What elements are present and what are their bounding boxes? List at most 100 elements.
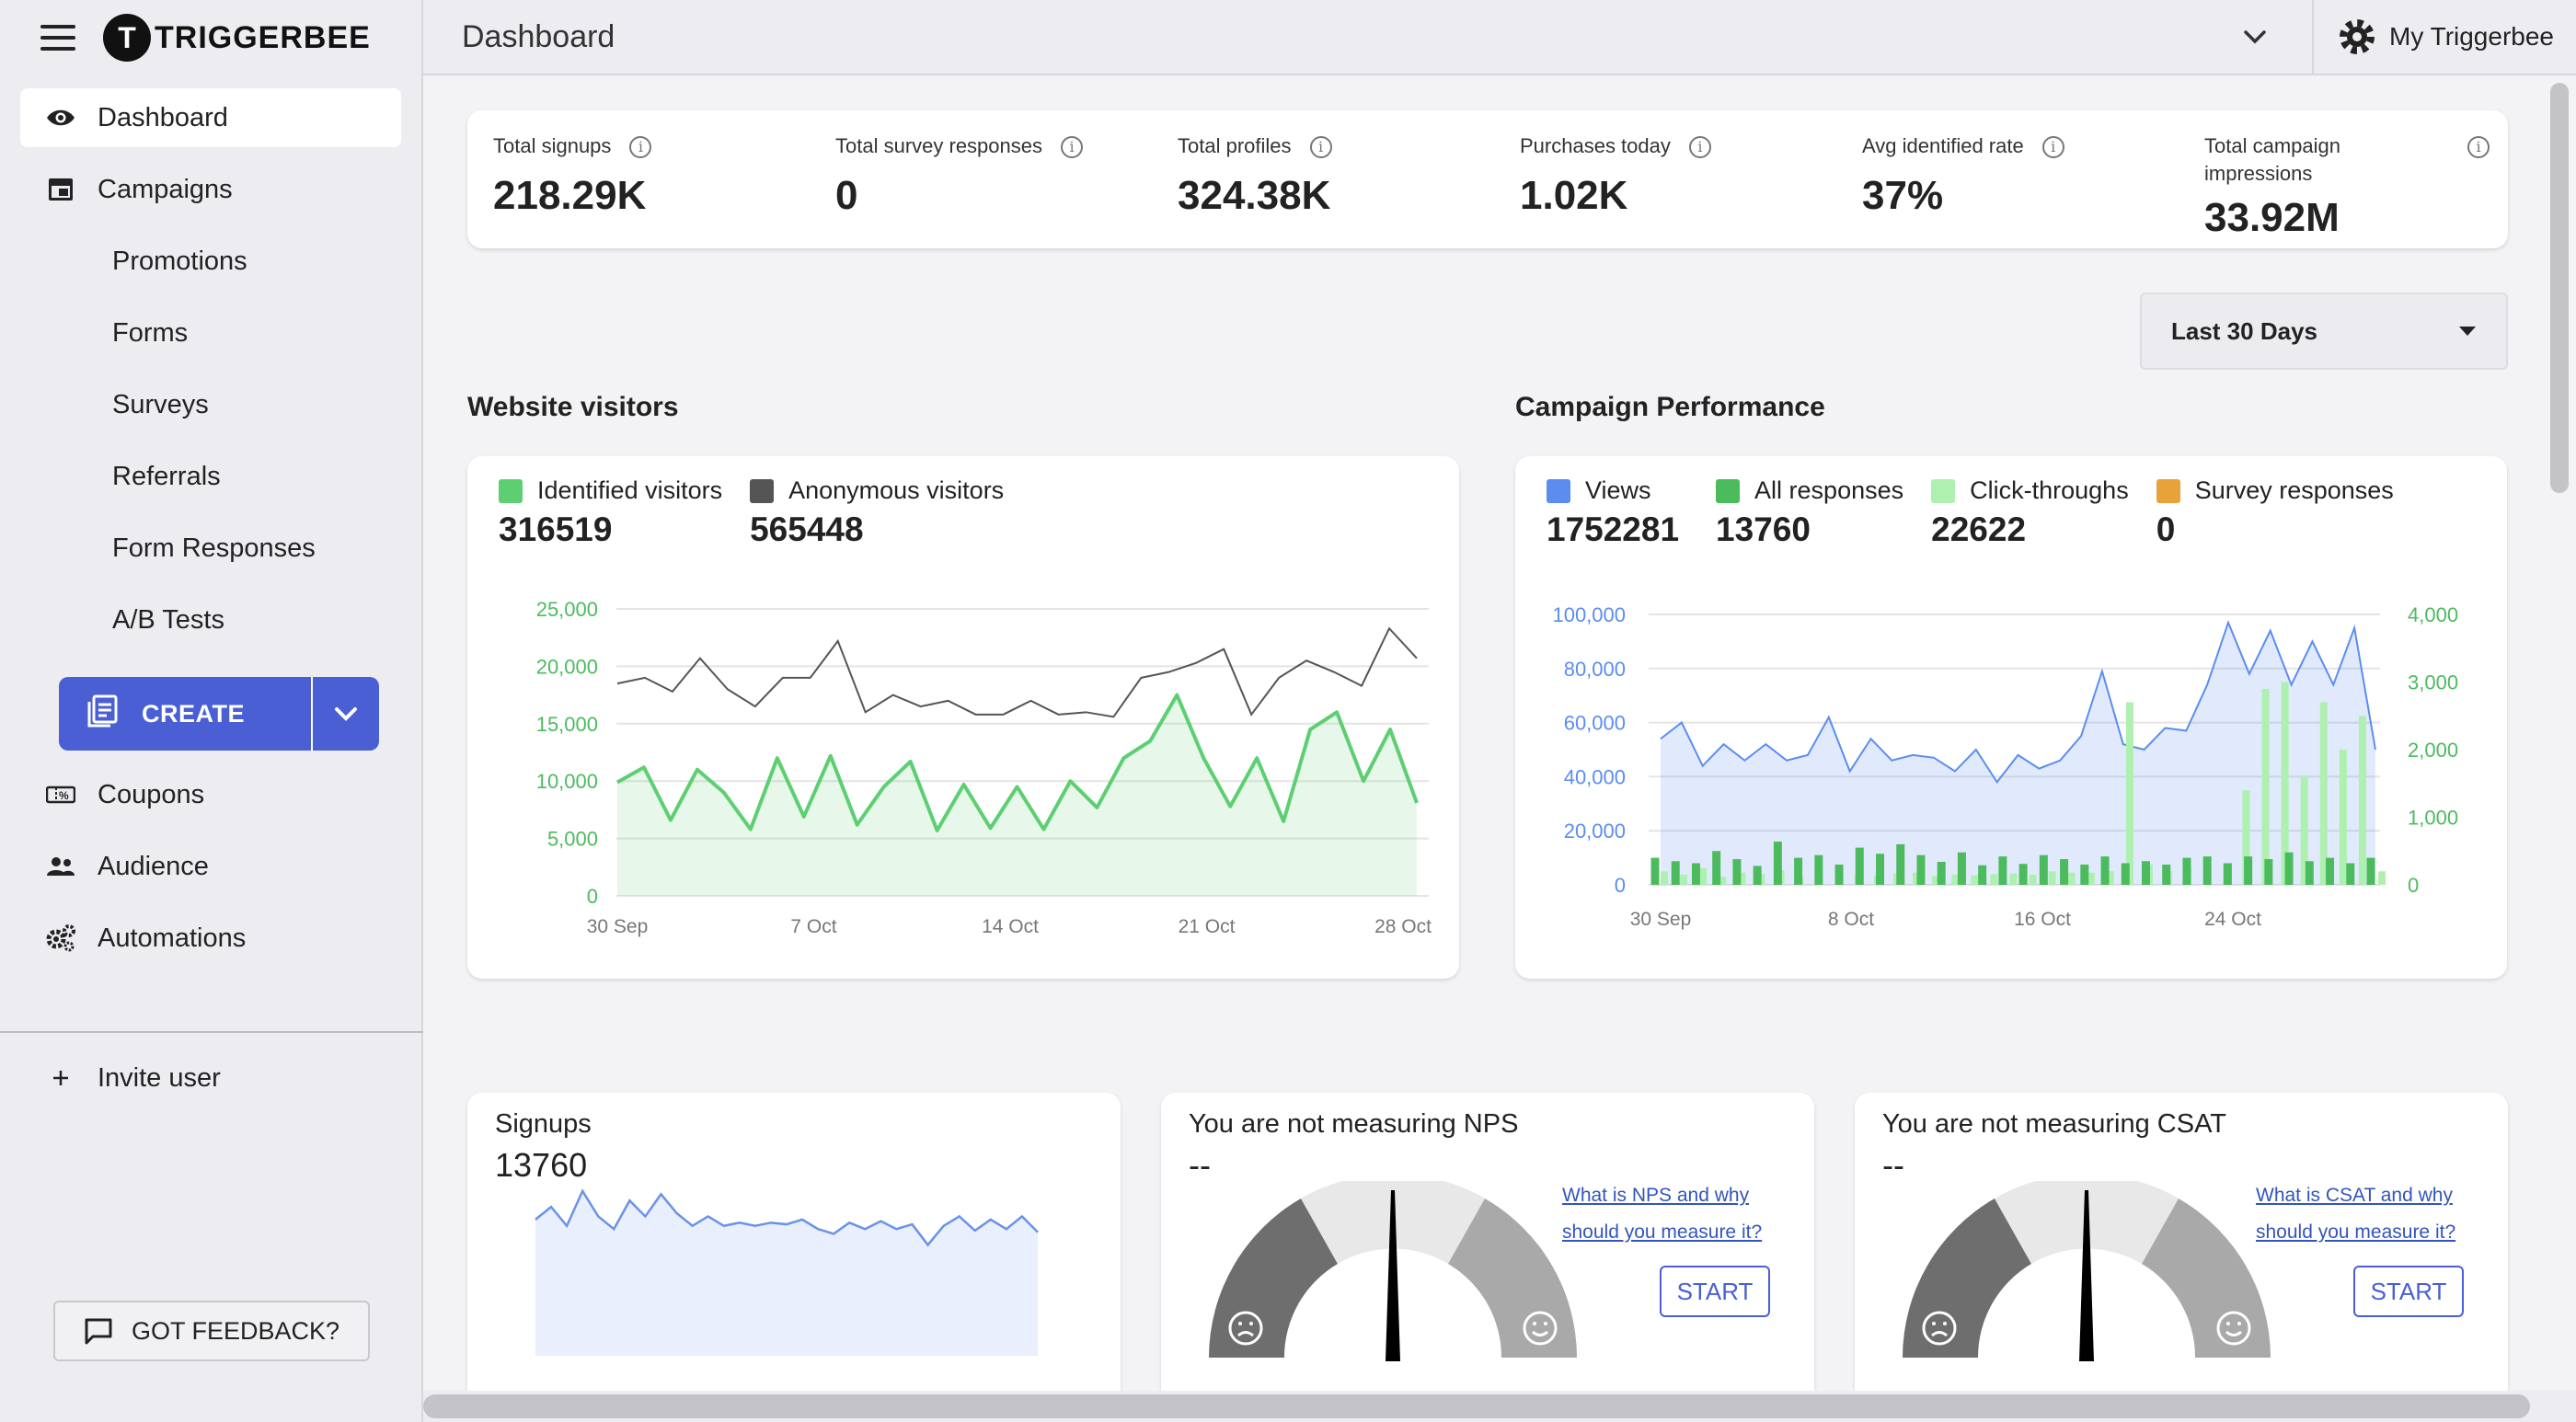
- legend-value: 13760: [1716, 510, 1811, 548]
- logo-bar: T TRIGGERBEE: [0, 0, 421, 75]
- click-through-bar: [2358, 716, 2366, 885]
- info-icon[interactable]: i: [1061, 136, 1083, 158]
- kpi-value: 0: [835, 173, 858, 218]
- click-through-bar: [1699, 867, 1708, 885]
- legend-swatch: [499, 478, 523, 503]
- sidebar-item-ab-tests[interactable]: A/B Tests: [20, 591, 401, 649]
- click-through-bar: [2319, 702, 2328, 885]
- sidebar-item-automations[interactable]: Automations: [20, 909, 401, 968]
- date-range-value: Last 30 Days: [2171, 316, 2317, 345]
- click-through-bar: [1680, 874, 1688, 885]
- y-tick-label: 20,000: [536, 655, 598, 678]
- click-through-bar: [2087, 872, 2095, 885]
- click-through-bar: [2261, 688, 2270, 885]
- sidebar-item-coupons[interactable]: % Coupons: [20, 765, 401, 824]
- csat-value: --: [1882, 1146, 1904, 1184]
- csat-start-button[interactable]: START: [2353, 1266, 2464, 1317]
- legend-views[interactable]: Views 1752281: [1547, 476, 1679, 549]
- legend-all-responses[interactable]: All responses 13760: [1716, 476, 1903, 549]
- kpi-value: 324.38K: [1178, 173, 1331, 218]
- kpi-label: Purchases today: [1520, 134, 1671, 157]
- legend-click-throughs[interactable]: Click-throughs 22622: [1931, 476, 2129, 549]
- kpi-label: Avg identified rate: [1862, 134, 2024, 157]
- signups-line: [535, 1188, 1039, 1247]
- sidebar-item-form-responses[interactable]: Form Responses: [20, 519, 401, 578]
- page-title: Dashboard: [462, 18, 615, 54]
- info-icon[interactable]: i: [2467, 136, 2490, 158]
- nps-value: --: [1189, 1146, 1211, 1184]
- click-through-bar: [2242, 790, 2250, 885]
- title-dropdown-button[interactable]: [2218, 0, 2292, 75]
- sidebar-item-invite-user[interactable]: Invite user: [20, 1049, 401, 1107]
- sidebar-item-forms[interactable]: Forms: [20, 304, 401, 362]
- y-left-tick-label: 80,000: [1564, 658, 1626, 681]
- chevron-down-icon: [335, 707, 357, 721]
- sidebar-item-label: Campaigns: [98, 174, 233, 204]
- all-responses-bar: [2366, 857, 2375, 885]
- kpi-label: Total profiles: [1178, 134, 1292, 157]
- all-responses-bar: [2326, 857, 2335, 885]
- csat-help-link[interactable]: What is CSAT and why should you measure i…: [2256, 1177, 2455, 1251]
- signups-area: [535, 1190, 1038, 1356]
- create-document-icon: [86, 694, 118, 734]
- campaign-performance-title: Campaign Performance: [1515, 392, 1825, 422]
- sidebar-item-dashboard[interactable]: Dashboard: [20, 88, 401, 147]
- info-icon[interactable]: i: [2041, 136, 2064, 158]
- info-icon[interactable]: i: [629, 136, 652, 158]
- horizontal-scrollbar[interactable]: [423, 1394, 2530, 1418]
- legend-label: Views: [1585, 476, 1651, 504]
- sidebar-item-surveys[interactable]: Surveys: [20, 375, 401, 434]
- legend-survey-responses[interactable]: Survey responses 0: [2156, 476, 2394, 549]
- click-through-bar: [1971, 875, 1979, 885]
- views-line: [1660, 619, 2376, 785]
- hamburger-menu-icon[interactable]: [40, 25, 75, 51]
- people-icon: [44, 850, 77, 883]
- sidebar-item-referrals[interactable]: Referrals: [20, 447, 401, 506]
- legend-identified-visitors[interactable]: Identified visitors 316519: [499, 476, 722, 549]
- kpi-label: Total survey responses: [835, 134, 1042, 157]
- signups-sparkline: [535, 1188, 1039, 1356]
- website-visitors-card: Identified visitors 316519 Anonymous vis…: [467, 456, 1459, 979]
- all-responses-bar: [1937, 862, 1946, 885]
- all-responses-bar: [2346, 863, 2355, 885]
- click-through-bar: [1913, 872, 1921, 885]
- create-button[interactable]: CREATE: [59, 677, 313, 751]
- sidebar-item-label: Forms: [112, 317, 189, 348]
- y-right-tick-label: 4,000: [2408, 603, 2458, 626]
- all-responses-bar: [1794, 857, 1803, 885]
- y-right-tick-label: 3,000: [2408, 671, 2458, 694]
- all-responses-bar: [1773, 841, 1782, 885]
- legend-anonymous-visitors[interactable]: Anonymous visitors 565448: [750, 476, 1004, 549]
- sidebar-item-audience[interactable]: Audience: [20, 837, 401, 896]
- all-responses-bar: [1691, 863, 1700, 885]
- all-responses-bar: [1855, 847, 1864, 885]
- sidebar-item-promotions[interactable]: Promotions: [20, 232, 401, 291]
- csat-gauge-icon: [1903, 1181, 2271, 1361]
- sidebar: T TRIGGERBEE Dashboard Campaigns Promoti…: [0, 0, 423, 1422]
- all-responses-bar: [2121, 863, 2130, 885]
- date-range-select[interactable]: Last 30 Days: [2140, 292, 2508, 370]
- info-icon[interactable]: i: [1688, 136, 1711, 158]
- visitors-line-chart: 0 5,000 10,000 15,000 20,000 25,000 30 Sep 7 Oc…: [536, 598, 1432, 937]
- campaign-performance-card: Views 1752281 All responses 13760 Click-…: [1515, 456, 2507, 979]
- legend-label: Click-throughs: [1970, 476, 2129, 504]
- vertical-scrollbar[interactable]: [2550, 83, 2569, 493]
- create-dropdown-button[interactable]: [313, 677, 379, 751]
- all-responses-bar: [1753, 866, 1762, 885]
- kpi-value: 33.92M: [2204, 195, 2340, 240]
- nps-start-button[interactable]: START: [1660, 1266, 1770, 1317]
- sidebar-item-campaigns[interactable]: Campaigns: [20, 160, 401, 219]
- all-responses-bar: [2284, 852, 2294, 885]
- kpi-total-campaign-impressions: Total campaign impressions i 33.92M: [2204, 132, 2490, 241]
- info-icon[interactable]: i: [1309, 136, 1332, 158]
- legend-swatch: [2156, 478, 2180, 503]
- feedback-button[interactable]: GOT FEEDBACK?: [53, 1301, 370, 1361]
- account-menu-button[interactable]: My Triggerbee: [2314, 17, 2576, 56]
- all-responses-bar: [1957, 852, 1966, 885]
- identified-visitors-area: [617, 694, 1417, 896]
- csat-help-line-1: What is CSAT and why: [2256, 1185, 2453, 1206]
- y-tick-label: 10,000: [536, 770, 598, 793]
- nps-help-link[interactable]: What is NPS and why should you measure it…: [1562, 1177, 1762, 1251]
- x-tick-label: 21 Oct: [1179, 916, 1236, 937]
- all-responses-bar: [1814, 854, 1823, 885]
